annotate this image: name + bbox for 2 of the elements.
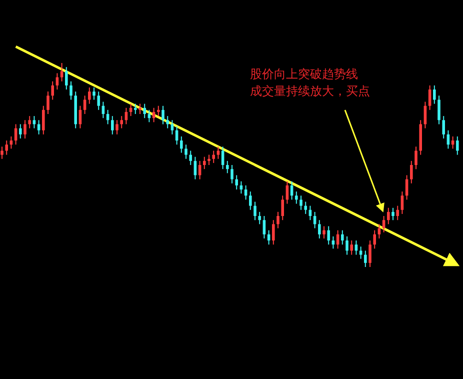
annotation: 成交量持续放大，买点 [250,84,370,98]
annotation: 股价向上突破趋势线 [250,67,358,81]
